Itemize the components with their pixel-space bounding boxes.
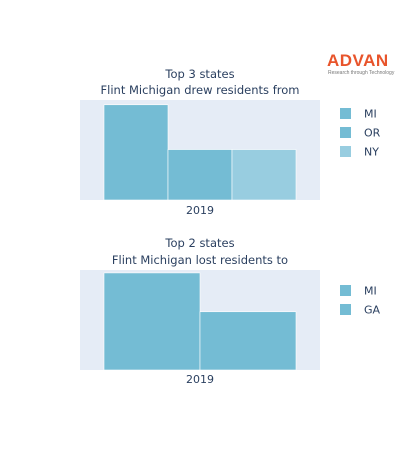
legend-item-or[interactable]: OR: [340, 127, 381, 140]
advan-logo: ADVAN Research through Technology: [327, 51, 395, 76]
bar-group: [103, 104, 297, 201]
legend-swatch: [340, 127, 351, 138]
bar-ny: [231, 149, 297, 201]
x-tick-label: 2019: [186, 204, 214, 217]
legend-swatch: [340, 108, 351, 119]
legend-swatch: [340, 146, 351, 157]
legend-label: OR: [364, 127, 381, 140]
chart-inflow: Top 3 states Flint Michigan drew residen…: [80, 67, 381, 217]
legend-label: GA: [364, 304, 381, 317]
chart-outflow: Top 2 states Flint Michigan lost residen…: [80, 236, 381, 386]
chart-title-line-2: Flint Michigan drew residents from: [101, 83, 300, 97]
legend: MI GA: [340, 285, 381, 317]
legend-item-ga[interactable]: GA: [340, 304, 381, 317]
bar-mi: [103, 104, 169, 201]
bar-or: [167, 149, 233, 201]
legend-label: MI: [364, 285, 377, 298]
bar-ga: [199, 311, 297, 371]
legend-item-mi[interactable]: MI: [340, 108, 377, 121]
legend-item-ny[interactable]: NY: [340, 146, 379, 159]
legend-swatch: [340, 304, 351, 315]
chart-title-line-1: Top 2 states: [164, 236, 234, 250]
legend-item-mi[interactable]: MI: [340, 285, 377, 298]
legend-label: NY: [364, 146, 379, 159]
bar-group: [103, 272, 297, 371]
legend-label: MI: [364, 108, 377, 121]
legend-swatch: [340, 285, 351, 296]
legend: MI OR NY: [340, 108, 381, 159]
chart-title-line-1: Top 3 states: [164, 67, 234, 81]
x-tick-label: 2019: [186, 373, 214, 386]
logo-tagline: Research through Technology: [328, 70, 395, 76]
bar-mi: [103, 272, 201, 371]
chart-title-line-2: Flint Michigan lost residents to: [112, 253, 288, 267]
logo-name: ADVAN: [327, 51, 389, 70]
